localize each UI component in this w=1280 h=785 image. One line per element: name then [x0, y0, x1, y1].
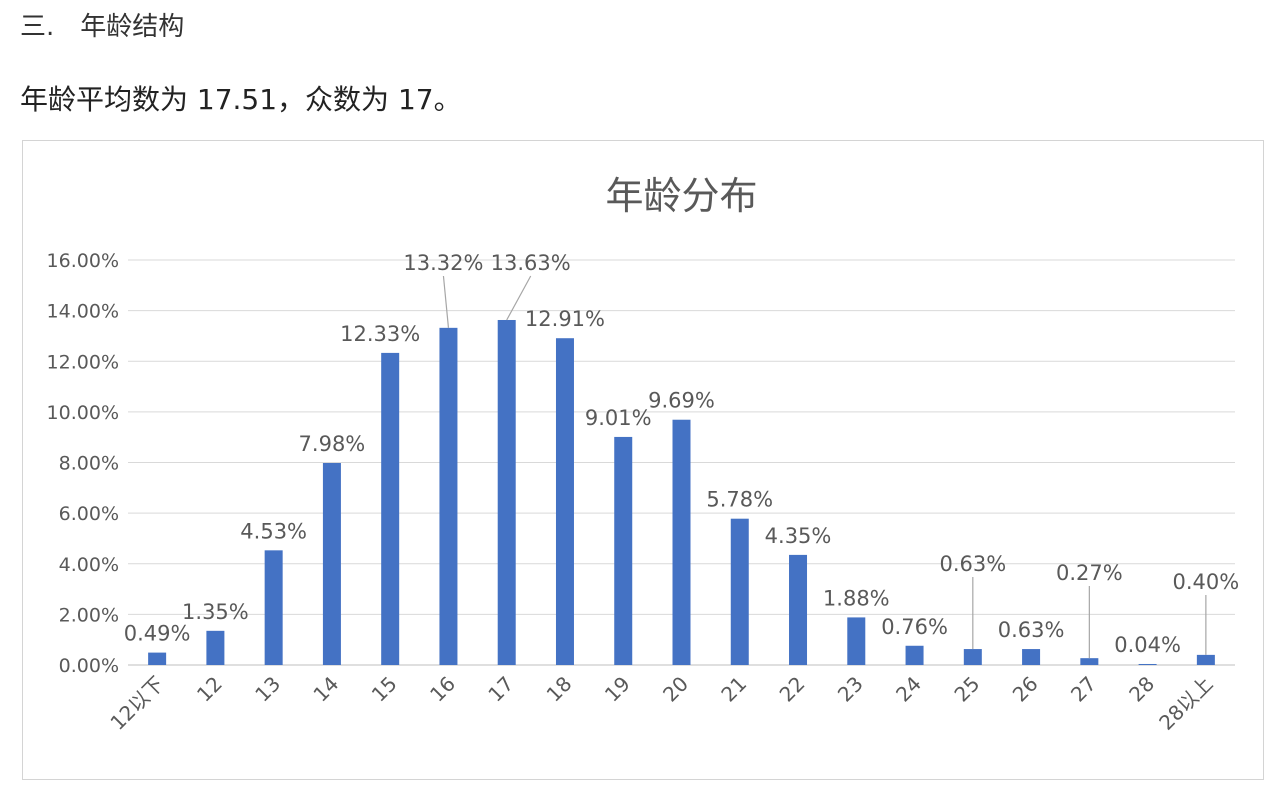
data-label: 0.04% [1114, 633, 1181, 657]
data-label: 13.32% [403, 251, 483, 275]
bar [963, 649, 982, 665]
x-tick-label: 28 [1124, 672, 1159, 707]
leader-line [506, 275, 532, 321]
x-tick-label: 26 [1008, 672, 1043, 707]
data-label: 4.53% [240, 519, 307, 543]
data-label: 1.88% [823, 586, 890, 610]
y-tick-label: 8.00% [59, 453, 119, 475]
bar [439, 327, 458, 665]
section-heading: 年龄结构 [80, 12, 185, 42]
x-tick-label: 14 [308, 672, 343, 707]
y-tick-label: 10.00% [47, 402, 119, 424]
data-label: 13.63% [491, 251, 571, 275]
data-label: 0.49% [124, 622, 191, 646]
x-tick-label: 22 [775, 672, 810, 707]
x-tick-label: 25 [949, 672, 984, 707]
summary-text: 年龄平均数为 17.51，众数为 17。 [20, 83, 462, 116]
age-distribution-chart: 年龄分布 0.00% 2.00% 4.00% 6.00% 8.00% 10.00% 12.00… [47, 174, 1240, 735]
data-label: 0.63% [939, 552, 1006, 576]
bar [322, 463, 341, 665]
x-tick-label: 16 [425, 672, 460, 707]
bar [672, 419, 691, 665]
bar [1022, 649, 1041, 665]
section-title: 三. 年龄结构 [20, 6, 184, 43]
y-tick-label: 14.00% [47, 301, 119, 323]
data-label: 9.01% [585, 406, 652, 430]
x-tick-label: 12 [192, 672, 227, 707]
bar [730, 518, 749, 665]
bar [847, 617, 866, 665]
data-label: 0.27% [1056, 561, 1123, 585]
x-tick-label: 27 [1066, 672, 1101, 707]
bar [905, 645, 924, 665]
x-tick-label: 15 [367, 672, 402, 707]
x-tick-label: 20 [658, 672, 693, 707]
x-tick-label: 21 [716, 672, 751, 707]
bar [1138, 663, 1157, 665]
data-label: 12.33% [340, 322, 420, 346]
y-tick-label: 0.00% [59, 655, 119, 677]
bar [1196, 654, 1215, 665]
y-tick-label: 16.00% [47, 250, 119, 272]
bar [381, 352, 400, 665]
data-label: 12.91% [525, 307, 605, 331]
data-label: 0.63% [998, 618, 1065, 642]
section-number: 三. [20, 12, 55, 42]
data-label: 4.35% [765, 524, 832, 548]
x-tick-label: 23 [833, 672, 868, 707]
y-tick-label: 12.00% [47, 351, 119, 373]
data-label: 0.76% [881, 615, 948, 639]
x-tick-label: 18 [542, 672, 577, 707]
x-tick-label: 24 [891, 672, 926, 707]
y-tick-label: 4.00% [59, 554, 119, 576]
chart-frame: 年龄分布 0.00% 2.00% 4.00% 6.00% 8.00% 10.00% 12.00… [22, 140, 1264, 780]
x-tick-label: 12以下 [105, 672, 168, 735]
bar [614, 436, 633, 665]
data-label: 5.78% [706, 488, 773, 512]
data-label: 9.69% [648, 389, 715, 413]
bar [555, 338, 574, 665]
y-tick-label: 2.00% [59, 604, 119, 626]
x-tick-label: 19 [600, 672, 635, 707]
y-tick-label: 6.00% [59, 503, 119, 525]
data-label: 0.40% [1173, 570, 1240, 594]
bar [148, 652, 167, 665]
x-tick-label: 13 [250, 672, 285, 707]
bar [1080, 658, 1099, 665]
data-label: 1.35% [182, 600, 249, 624]
leader-line [442, 275, 450, 328]
x-tick-label: 17 [483, 672, 518, 707]
bar [264, 550, 283, 665]
bar [206, 630, 225, 665]
chart-title: 年龄分布 [605, 174, 757, 218]
bar [789, 554, 808, 665]
data-label: 7.98% [299, 432, 366, 456]
x-tick-label: 28以上 [1154, 672, 1217, 735]
bar [497, 319, 516, 665]
